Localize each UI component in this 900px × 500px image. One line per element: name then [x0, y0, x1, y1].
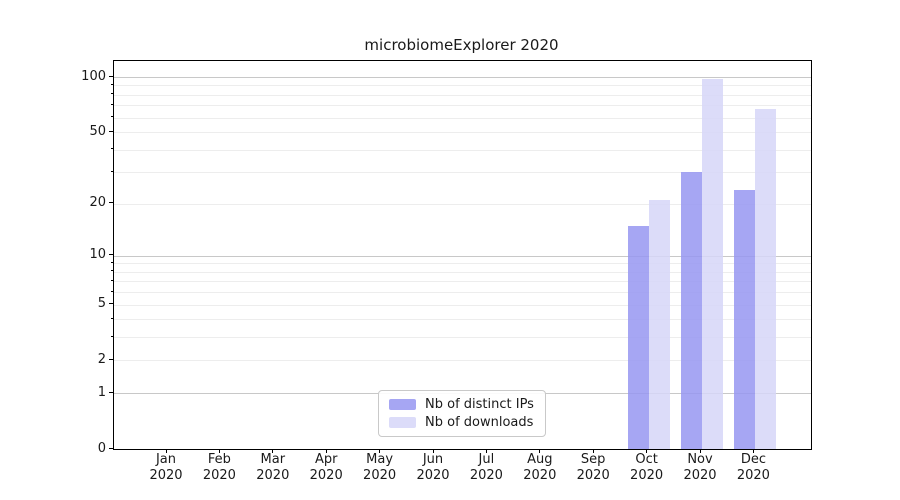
- legend: Nb of distinct IPs Nb of downloads: [378, 390, 546, 437]
- x-tick-mark-may-2020: [379, 449, 381, 453]
- gridline-minor-8: [114, 271, 811, 273]
- legend-swatch-downloads: [389, 417, 416, 428]
- gridline-minor-50: [114, 132, 811, 134]
- y-minor-tick-mark-7: [111, 279, 113, 281]
- gridline-major-10: [114, 255, 811, 257]
- y-tick-mark-10: [109, 254, 113, 256]
- y-minor-tick-mark-30: [111, 170, 113, 172]
- x-tick-mark-jul-2020: [485, 449, 487, 453]
- x-tick-label-jul-2020: Jul 2020: [469, 452, 503, 483]
- x-tick-label-feb-2020: Feb 2020: [202, 452, 236, 483]
- x-tick-label-dec-2020: Dec 2020: [736, 452, 770, 483]
- y-minor-tick-mark-9: [111, 261, 113, 263]
- x-tick-mark-apr-2020: [325, 449, 327, 453]
- gridline-minor-9: [114, 263, 811, 265]
- y-tick-label-0: 0: [97, 440, 106, 456]
- y-minor-tick-mark-90: [111, 83, 113, 85]
- gridline-minor-6: [114, 292, 811, 294]
- y-tick-mark-20: [109, 202, 113, 204]
- x-tick-mark-jun-2020: [432, 449, 434, 453]
- legend-label-downloads: Nb of downloads: [425, 415, 534, 430]
- y-tick-mark-0: [109, 447, 113, 449]
- bar-downloads-nov-2020: [702, 79, 723, 449]
- y-minor-tick-mark-4: [111, 317, 113, 319]
- y-tick-mark-5: [109, 303, 113, 305]
- x-tick-mark-nov-2020: [699, 449, 701, 453]
- y-tick-label-20: 20: [89, 195, 106, 211]
- gridline-minor-60: [114, 117, 811, 119]
- y-tick-label-10: 10: [89, 247, 106, 263]
- x-tick-label-jun-2020: Jun 2020: [416, 452, 450, 483]
- gridline-minor-2: [114, 360, 811, 362]
- x-tick-label-apr-2020: Apr 2020: [309, 452, 343, 483]
- y-minor-tick-mark-8: [111, 270, 113, 272]
- x-tick-label-oct-2020: Oct 2020: [630, 452, 664, 483]
- bar-downloads-dec-2020: [755, 108, 777, 449]
- y-tick-label-1: 1: [97, 384, 106, 400]
- x-tick-mark-sep-2020: [592, 449, 594, 453]
- x-tick-label-may-2020: May 2020: [363, 452, 397, 483]
- x-tick-mark-jan-2020: [165, 449, 167, 453]
- y-minor-tick-mark-6: [111, 290, 113, 292]
- gridline-minor-7: [114, 281, 811, 283]
- x-tick-mark-aug-2020: [539, 449, 541, 453]
- y-minor-tick-mark-80: [111, 93, 113, 95]
- y-minor-tick-mark-60: [111, 116, 113, 118]
- bar-distinct-ips-oct-2020: [627, 225, 649, 449]
- gridline-minor-30: [114, 172, 811, 174]
- y-tick-mark-50: [109, 130, 113, 132]
- x-tick-label-nov-2020: Nov 2020: [683, 452, 717, 483]
- gridline-minor-40: [114, 149, 811, 151]
- y-minor-tick-mark-3: [111, 335, 113, 337]
- plot-area: [113, 60, 812, 450]
- y-tick-mark-1: [109, 391, 113, 393]
- chart-title: microbiomeExplorer 2020: [364, 36, 559, 54]
- y-minor-tick-mark-40: [111, 148, 113, 150]
- gridline-minor-90: [114, 85, 811, 87]
- legend-swatch-distinct-ips: [389, 399, 416, 410]
- x-tick-mark-mar-2020: [272, 449, 274, 453]
- bar-distinct-ips-nov-2020: [681, 172, 702, 449]
- x-tick-mark-oct-2020: [646, 449, 648, 453]
- y-minor-tick-mark-70: [111, 103, 113, 105]
- y-tick-mark-100: [109, 75, 113, 77]
- gridline-minor-4: [114, 319, 811, 321]
- x-tick-label-sep-2020: Sep 2020: [576, 452, 610, 483]
- gridline-minor-80: [114, 94, 811, 96]
- gridline-major-100: [114, 77, 811, 78]
- gridline-minor-5: [114, 304, 811, 306]
- bar-distinct-ips-dec-2020: [734, 189, 756, 449]
- y-tick-label-5: 5: [97, 296, 106, 312]
- legend-item-distinct-ips: Nb of distinct IPs: [389, 397, 545, 412]
- gridline-minor-20: [114, 203, 811, 205]
- y-tick-label-50: 50: [89, 123, 106, 139]
- x-tick-label-mar-2020: Mar 2020: [256, 452, 290, 483]
- legend-item-downloads: Nb of downloads: [389, 415, 545, 430]
- x-tick-mark-dec-2020: [752, 449, 754, 453]
- y-tick-mark-2: [109, 358, 113, 360]
- bar-downloads-oct-2020: [648, 199, 670, 449]
- y-tick-label-100: 100: [81, 68, 106, 84]
- gridline-minor-70: [114, 105, 811, 107]
- x-tick-label-jan-2020: Jan 2020: [149, 452, 183, 483]
- legend-label-distinct-ips: Nb of distinct IPs: [425, 397, 534, 412]
- x-tick-label-aug-2020: Aug 2020: [523, 452, 557, 483]
- gridline-minor-3: [114, 337, 811, 339]
- x-tick-mark-feb-2020: [218, 449, 220, 453]
- y-tick-label-2: 2: [97, 351, 106, 367]
